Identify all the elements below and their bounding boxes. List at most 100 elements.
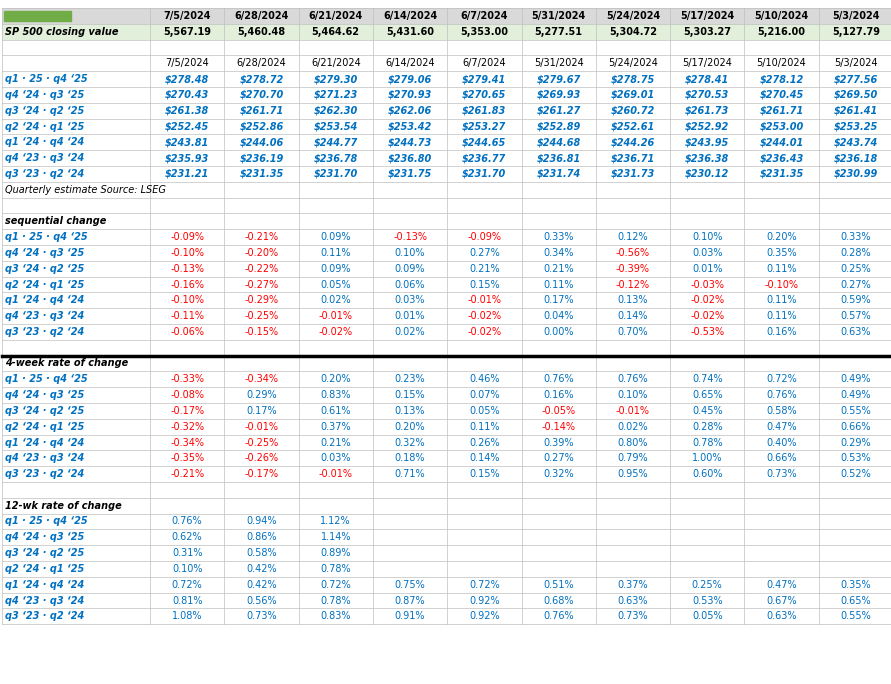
Text: q3 ‘23 · q2 ‘24: q3 ‘23 · q2 ‘24 — [5, 327, 85, 337]
Text: $269.50: $269.50 — [834, 90, 878, 100]
Text: 5,216.00: 5,216.00 — [757, 27, 805, 37]
Text: -0.27%: -0.27% — [244, 280, 279, 289]
Text: 0.37%: 0.37% — [617, 580, 649, 590]
Text: -0.17%: -0.17% — [244, 469, 279, 479]
Text: -0.06%: -0.06% — [170, 327, 204, 337]
Text: $262.06: $262.06 — [388, 106, 432, 116]
Text: 0.63%: 0.63% — [617, 596, 648, 605]
Text: 6/14/2024: 6/14/2024 — [383, 11, 437, 21]
Text: -0.29%: -0.29% — [244, 295, 279, 305]
Text: 0.61%: 0.61% — [321, 406, 351, 416]
Text: q3 ‘24 · q2 ‘25: q3 ‘24 · q2 ‘25 — [5, 106, 85, 116]
Text: $261.73: $261.73 — [685, 106, 730, 116]
Text: 0.71%: 0.71% — [395, 469, 425, 479]
Text: -0.32%: -0.32% — [170, 422, 204, 432]
Text: $236.77: $236.77 — [462, 153, 506, 163]
Text: $244.06: $244.06 — [240, 137, 283, 147]
Text: 0.20%: 0.20% — [395, 422, 425, 432]
Text: 0.10%: 0.10% — [692, 232, 723, 242]
Text: $231.70: $231.70 — [462, 169, 506, 179]
Text: 0.09%: 0.09% — [395, 264, 425, 274]
Text: 6/7/2024: 6/7/2024 — [462, 58, 506, 68]
Text: 0.95%: 0.95% — [617, 469, 649, 479]
Text: 0.49%: 0.49% — [840, 374, 871, 384]
Text: q2 ‘24 · q1 ‘25: q2 ‘24 · q1 ‘25 — [5, 280, 85, 289]
Text: 0.02%: 0.02% — [617, 422, 649, 432]
Text: -0.22%: -0.22% — [244, 264, 279, 274]
Text: $278.72: $278.72 — [240, 74, 283, 84]
Text: 0.67%: 0.67% — [766, 596, 797, 605]
Text: q4 ‘24 · q3 ‘25: q4 ‘24 · q3 ‘25 — [5, 248, 85, 258]
Text: -0.02%: -0.02% — [467, 327, 502, 337]
Text: 0.83%: 0.83% — [321, 390, 351, 400]
Text: 0.65%: 0.65% — [840, 596, 871, 605]
Text: 0.78%: 0.78% — [321, 564, 351, 574]
Text: 0.16%: 0.16% — [544, 390, 574, 400]
Text: 0.45%: 0.45% — [692, 406, 723, 416]
Text: 0.47%: 0.47% — [766, 580, 797, 590]
Text: 0.27%: 0.27% — [840, 280, 871, 289]
Text: 0.11%: 0.11% — [766, 311, 797, 321]
Text: 0.70%: 0.70% — [617, 327, 649, 337]
Text: 0.31%: 0.31% — [172, 548, 202, 558]
Text: 4-week rate of change: 4-week rate of change — [5, 358, 128, 369]
Text: 0.39%: 0.39% — [544, 438, 574, 447]
Text: -0.35%: -0.35% — [170, 453, 204, 463]
Text: 0.73%: 0.73% — [246, 611, 277, 621]
Text: -0.01%: -0.01% — [244, 422, 279, 432]
Text: -0.39%: -0.39% — [616, 264, 650, 274]
Text: -0.01%: -0.01% — [616, 406, 650, 416]
Text: $253.42: $253.42 — [388, 122, 432, 131]
Text: 0.42%: 0.42% — [246, 580, 277, 590]
Text: 0.86%: 0.86% — [246, 532, 277, 542]
Text: 0.66%: 0.66% — [766, 453, 797, 463]
Text: $244.01: $244.01 — [759, 137, 804, 147]
Text: 6/21/2024: 6/21/2024 — [311, 58, 361, 68]
Text: -0.53%: -0.53% — [691, 327, 724, 337]
Text: 0.10%: 0.10% — [172, 564, 202, 574]
Text: 0.18%: 0.18% — [395, 453, 425, 463]
Text: -0.34%: -0.34% — [170, 438, 204, 447]
Text: 0.11%: 0.11% — [766, 295, 797, 305]
Text: -0.02%: -0.02% — [467, 311, 502, 321]
Text: 0.72%: 0.72% — [766, 374, 797, 384]
Text: 0.21%: 0.21% — [321, 438, 351, 447]
Text: 0.15%: 0.15% — [469, 280, 500, 289]
Text: 0.76%: 0.76% — [617, 374, 649, 384]
Text: 0.92%: 0.92% — [469, 596, 500, 605]
Text: 6/14/2024: 6/14/2024 — [385, 58, 435, 68]
Text: -0.11%: -0.11% — [170, 311, 204, 321]
Text: 0.55%: 0.55% — [840, 406, 871, 416]
Text: 0.27%: 0.27% — [544, 453, 574, 463]
Text: q1 ‘24 · q4 ‘24: q1 ‘24 · q4 ‘24 — [5, 295, 85, 305]
Text: $231.35: $231.35 — [240, 169, 283, 179]
Text: $244.73: $244.73 — [388, 137, 432, 147]
Text: 0.46%: 0.46% — [469, 374, 500, 384]
Text: 0.80%: 0.80% — [617, 438, 648, 447]
Text: 0.15%: 0.15% — [469, 469, 500, 479]
Text: 0.29%: 0.29% — [840, 438, 871, 447]
Text: 0.01%: 0.01% — [395, 311, 425, 321]
Text: 0.65%: 0.65% — [692, 390, 723, 400]
Text: 5,353.00: 5,353.00 — [461, 27, 509, 37]
Text: -0.17%: -0.17% — [170, 406, 204, 416]
Text: $231.73: $231.73 — [611, 169, 655, 179]
Text: 0.05%: 0.05% — [321, 280, 351, 289]
Text: 0.25%: 0.25% — [692, 580, 723, 590]
Text: $231.70: $231.70 — [314, 169, 358, 179]
Text: -0.08%: -0.08% — [170, 390, 204, 400]
Text: 0.11%: 0.11% — [321, 248, 351, 258]
Text: $253.54: $253.54 — [314, 122, 358, 131]
Text: 0.72%: 0.72% — [321, 580, 351, 590]
Text: 0.17%: 0.17% — [544, 295, 574, 305]
Text: -0.01%: -0.01% — [468, 295, 502, 305]
Text: -0.09%: -0.09% — [468, 232, 502, 242]
Text: $236.71: $236.71 — [611, 153, 655, 163]
Text: q4 ‘23 · q3 ‘24: q4 ‘23 · q3 ‘24 — [5, 453, 85, 463]
Text: 0.05%: 0.05% — [692, 611, 723, 621]
Text: 0.91%: 0.91% — [395, 611, 425, 621]
Text: 0.02%: 0.02% — [321, 295, 351, 305]
Text: 5/31/2024: 5/31/2024 — [534, 58, 584, 68]
Text: q1 · 25 · q4 ‘25: q1 · 25 · q4 ‘25 — [5, 232, 87, 242]
Text: 0.57%: 0.57% — [840, 311, 871, 321]
